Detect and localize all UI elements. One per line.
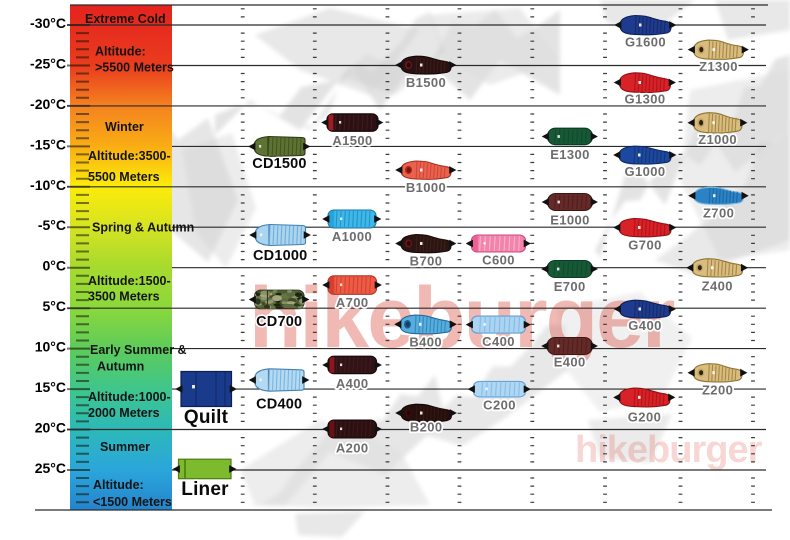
svg-text:A1000: A1000 bbox=[332, 229, 372, 244]
svg-text:3500 Meters: 3500 Meters bbox=[88, 290, 160, 304]
svg-text:B1000: B1000 bbox=[406, 180, 446, 195]
svg-text:-20°C: -20°C bbox=[30, 96, 66, 112]
svg-text:CD1500: CD1500 bbox=[252, 156, 306, 172]
svg-text:Liner: Liner bbox=[181, 479, 229, 500]
svg-text:20°C: 20°C bbox=[35, 420, 66, 436]
svg-text:>5500 Meters: >5500 Meters bbox=[95, 61, 174, 75]
svg-text:10°C: 10°C bbox=[35, 339, 66, 355]
svg-text:G200: G200 bbox=[628, 410, 661, 425]
svg-text:Z200: Z200 bbox=[702, 383, 733, 398]
svg-text:Z400: Z400 bbox=[702, 279, 733, 294]
svg-text:Autumn: Autumn bbox=[97, 360, 144, 374]
svg-text:G700: G700 bbox=[628, 238, 661, 253]
svg-text:G1300: G1300 bbox=[624, 92, 665, 107]
svg-text:B1500: B1500 bbox=[406, 75, 446, 90]
svg-text:G400: G400 bbox=[628, 318, 661, 333]
svg-text:E700: E700 bbox=[554, 279, 586, 294]
svg-text:E1000: E1000 bbox=[550, 213, 590, 228]
svg-text:Summer: Summer bbox=[100, 440, 150, 454]
svg-text:-25°C: -25°C bbox=[30, 56, 66, 72]
svg-text:-5°C: -5°C bbox=[38, 217, 66, 233]
svg-text:Altitude:: Altitude: bbox=[95, 45, 146, 59]
svg-text:Winter: Winter bbox=[105, 120, 144, 134]
svg-text:Spring & Autumn: Spring & Autumn bbox=[92, 221, 194, 235]
svg-text:Extreme Cold: Extreme Cold bbox=[85, 12, 166, 26]
svg-text:5°C: 5°C bbox=[43, 298, 67, 314]
svg-text:hikeburger: hikeburger bbox=[249, 270, 675, 366]
svg-text:25°C: 25°C bbox=[35, 460, 66, 476]
svg-text:Z1000: Z1000 bbox=[698, 132, 737, 147]
svg-text:Altitude:1500-: Altitude:1500- bbox=[88, 274, 171, 288]
svg-text:B200: B200 bbox=[410, 420, 443, 435]
svg-text:CD1000: CD1000 bbox=[253, 248, 307, 264]
svg-text:-10°C: -10°C bbox=[30, 177, 66, 193]
svg-text:Altitude:3500-: Altitude:3500- bbox=[88, 149, 171, 163]
svg-text:<1500 Meters: <1500 Meters bbox=[93, 495, 172, 509]
svg-text:A700: A700 bbox=[336, 295, 369, 310]
svg-text:B700: B700 bbox=[410, 254, 443, 269]
svg-text:C200: C200 bbox=[483, 398, 516, 413]
svg-text:G1000: G1000 bbox=[624, 164, 665, 179]
svg-text:Quilt: Quilt bbox=[184, 407, 229, 428]
svg-text:E400: E400 bbox=[554, 354, 586, 369]
svg-text:A400: A400 bbox=[336, 376, 369, 391]
svg-text:Z700: Z700 bbox=[703, 206, 734, 221]
svg-text:Altitude:1000-: Altitude:1000- bbox=[88, 390, 171, 404]
svg-text:Altitude:: Altitude: bbox=[93, 478, 144, 492]
svg-text:-30°C: -30°C bbox=[30, 15, 66, 31]
svg-text:A1500: A1500 bbox=[332, 133, 372, 148]
svg-text:B400: B400 bbox=[409, 335, 442, 350]
svg-text:CD700: CD700 bbox=[256, 314, 302, 330]
svg-text:Z1300: Z1300 bbox=[699, 59, 738, 74]
svg-text:E1300: E1300 bbox=[550, 147, 590, 162]
svg-text:CD400: CD400 bbox=[256, 397, 302, 413]
svg-text:5500 Meters: 5500 Meters bbox=[88, 170, 160, 184]
svg-text:-15°C: -15°C bbox=[30, 136, 66, 152]
svg-text:A200: A200 bbox=[336, 441, 369, 456]
svg-text:C600: C600 bbox=[482, 253, 515, 268]
svg-text:C400: C400 bbox=[482, 334, 515, 349]
svg-text:G1600: G1600 bbox=[625, 35, 666, 50]
svg-text:0°C: 0°C bbox=[43, 258, 67, 274]
svg-text:2000 Meters: 2000 Meters bbox=[88, 406, 160, 420]
svg-text:hikeburger: hikeburger bbox=[575, 429, 763, 471]
svg-text:15°C: 15°C bbox=[35, 379, 66, 395]
svg-text:Early Summer &: Early Summer & bbox=[90, 343, 187, 357]
